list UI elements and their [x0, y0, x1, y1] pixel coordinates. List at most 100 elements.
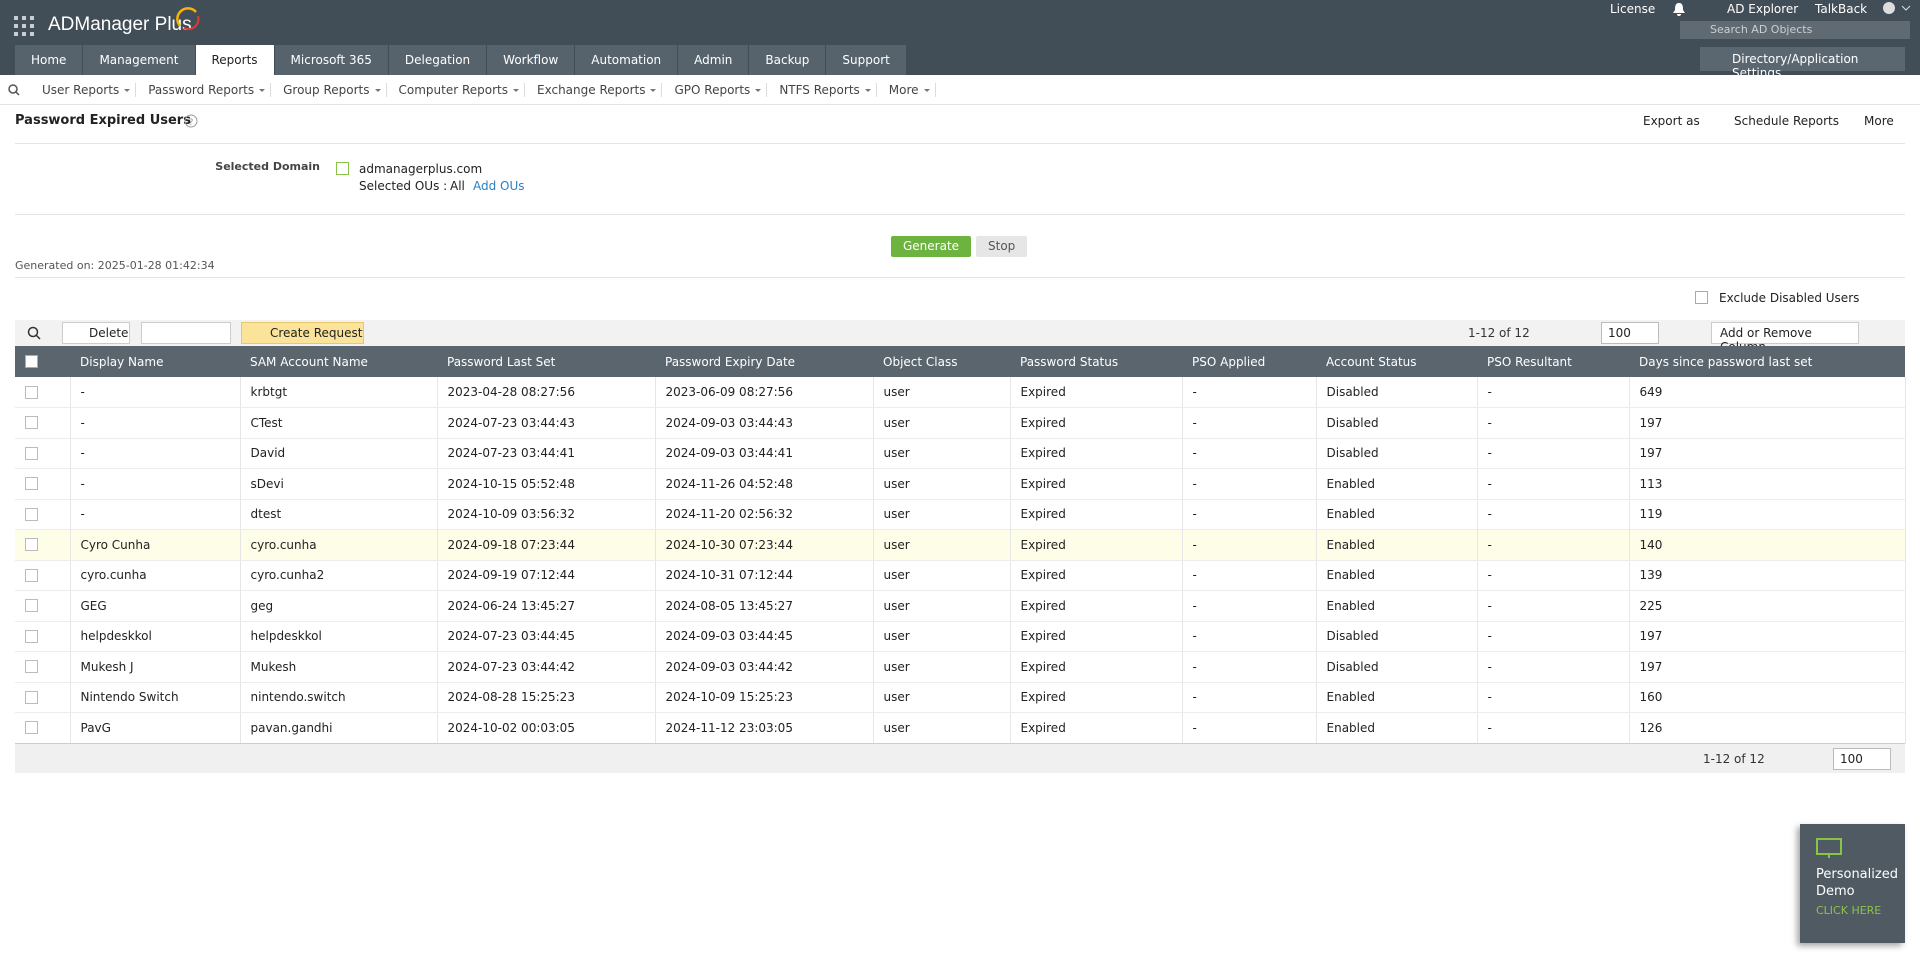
column-header[interactable]: Days since password last set: [1629, 346, 1905, 377]
search-icon[interactable]: [27, 326, 41, 340]
demo-link[interactable]: CLICK HERE: [1816, 904, 1882, 917]
sub-nav-item[interactable]: NTFS Reports: [767, 82, 877, 97]
cell: 2024-10-09 15:25:23: [655, 682, 874, 713]
column-header[interactable]: Password Expiry Date: [655, 346, 873, 377]
sub-nav-item[interactable]: Password Reports: [136, 82, 272, 97]
row-checkbox[interactable]: [25, 660, 38, 674]
row-checkbox[interactable]: [25, 416, 38, 430]
cell: 2024-08-05 13:45:27: [655, 590, 874, 622]
cell: Nintendo Switch: [70, 682, 241, 713]
cell: 197: [1629, 438, 1906, 469]
tab[interactable]: Home: [15, 45, 84, 75]
demo-widget[interactable]: Personalized Demo CLICK HERE: [1800, 824, 1905, 943]
cell: 225: [1629, 590, 1906, 622]
row-checkbox[interactable]: [25, 599, 38, 613]
cell: cyro.cunha2: [240, 560, 438, 591]
sub-nav-item[interactable]: User Reports: [30, 82, 137, 97]
cell: [15, 682, 71, 713]
domain-checkbox[interactable]: [336, 162, 349, 175]
column-header[interactable]: Password Last Set: [437, 346, 655, 377]
cell: 140: [1629, 529, 1906, 561]
demo-title: Personalized Demo: [1816, 867, 1898, 899]
row-checkbox[interactable]: [25, 477, 38, 491]
row-checkbox[interactable]: [25, 690, 38, 704]
top-link[interactable]: TalkBack: [1815, 2, 1868, 16]
tab[interactable]: Admin: [678, 45, 750, 75]
column-header[interactable]: Display Name: [70, 346, 240, 377]
column-header[interactable]: Password Status: [1010, 346, 1182, 377]
row-checkbox[interactable]: [25, 721, 38, 735]
tab[interactable]: Automation: [575, 45, 679, 75]
column-header[interactable]: PSO Applied: [1182, 346, 1316, 377]
report-title: Password Expired Users: [15, 113, 191, 128]
sub-nav-item[interactable]: Group Reports: [271, 82, 387, 97]
bell-icon[interactable]: [1672, 2, 1686, 16]
icon-buttons[interactable]: [141, 322, 231, 344]
tab[interactable]: Workflow: [487, 45, 576, 75]
tab[interactable]: Microsoft 365: [274, 45, 389, 75]
cell: nintendo.switch: [240, 682, 438, 713]
column-header[interactable]: Object Class: [873, 346, 1010, 377]
sub-nav-item[interactable]: Exchange Reports: [525, 82, 663, 97]
create-request-button[interactable]: Create Request: [241, 322, 364, 344]
delete-button[interactable]: Delete: [62, 322, 130, 344]
cell: Enabled: [1316, 560, 1478, 591]
cell: cyro.cunha: [240, 529, 438, 561]
cell: user: [873, 438, 1011, 469]
apps-icon[interactable]: [14, 16, 34, 36]
row-checkbox[interactable]: [25, 568, 38, 582]
sub-nav: User Reports Password Reports Group Report…: [0, 75, 1920, 105]
toolbar: Delete Create Request 1-12 of 12 100 Add…: [15, 320, 1905, 354]
cell: 2024-07-23 03:44:42: [437, 651, 656, 683]
tab[interactable]: Management: [83, 45, 196, 75]
cell: -: [1477, 438, 1630, 469]
generate-button[interactable]: Generate: [891, 236, 972, 257]
cell: [15, 377, 71, 408]
cell: user: [873, 468, 1011, 500]
logo[interactable]: ADManager Plus: [48, 14, 192, 35]
tab[interactable]: Reports: [195, 45, 275, 75]
row-checkbox[interactable]: [25, 507, 38, 521]
cell: cyro.cunha: [70, 560, 241, 591]
column-header[interactable]: PSO Resultant: [1477, 346, 1629, 377]
sub-nav-item[interactable]: Computer Reports: [387, 82, 525, 97]
help-icon[interactable]: ?: [184, 114, 198, 128]
cell: user: [873, 682, 1011, 713]
column-header[interactable]: SAM Account Name: [240, 346, 437, 377]
top-link[interactable]: License: [1610, 2, 1656, 16]
svg-text:?: ?: [189, 118, 194, 128]
row-checkbox[interactable]: [25, 446, 38, 460]
stop-button[interactable]: Stop: [976, 236, 1028, 257]
page-size[interactable]: 100: [1833, 748, 1891, 770]
select-all-checkbox[interactable]: [25, 355, 38, 368]
tab[interactable]: Support: [826, 45, 907, 75]
tab[interactable]: Delegation: [388, 45, 488, 75]
exclude-checkbox[interactable]: [1695, 291, 1708, 304]
page-size[interactable]: 100: [1601, 322, 1659, 344]
table-row: Cyro Cunha cyro.cunha 2024-09-18 07:23:44 2…: [15, 529, 1906, 561]
column-header[interactable]: Account Status: [1316, 346, 1477, 377]
user-icon[interactable]: [1882, 1, 1912, 15]
tab[interactable]: Backup: [749, 45, 827, 75]
row-checkbox[interactable]: [25, 385, 38, 399]
sub-nav-item[interactable]: More: [877, 82, 936, 97]
cell: 2024-10-02 00:03:05: [437, 712, 656, 744]
top-link[interactable]: AD Explorer: [1727, 2, 1799, 16]
cell: Enabled: [1316, 712, 1478, 744]
search-box[interactable]: Search AD Objects: [1680, 21, 1910, 39]
export-action[interactable]: Export as: [1643, 114, 1700, 128]
schedule-action[interactable]: Schedule Reports: [1734, 114, 1839, 128]
cell: [15, 468, 71, 500]
cell: 119: [1629, 499, 1906, 530]
pagination: 1-12 of 12: [1468, 326, 1530, 340]
more-action[interactable]: More: [1864, 114, 1894, 128]
add-ous-link[interactable]: Add OUs: [473, 179, 525, 193]
cell: -: [70, 499, 241, 530]
column-button[interactable]: Add or Remove Column: [1711, 322, 1859, 354]
search-icon[interactable]: [8, 84, 20, 96]
cell: -: [1182, 682, 1317, 713]
row-checkbox[interactable]: [25, 538, 38, 552]
settings-button[interactable]: Directory/Application Settings: [1700, 47, 1905, 80]
row-checkbox[interactable]: [25, 629, 38, 643]
sub-nav-item[interactable]: GPO Reports: [662, 82, 768, 97]
